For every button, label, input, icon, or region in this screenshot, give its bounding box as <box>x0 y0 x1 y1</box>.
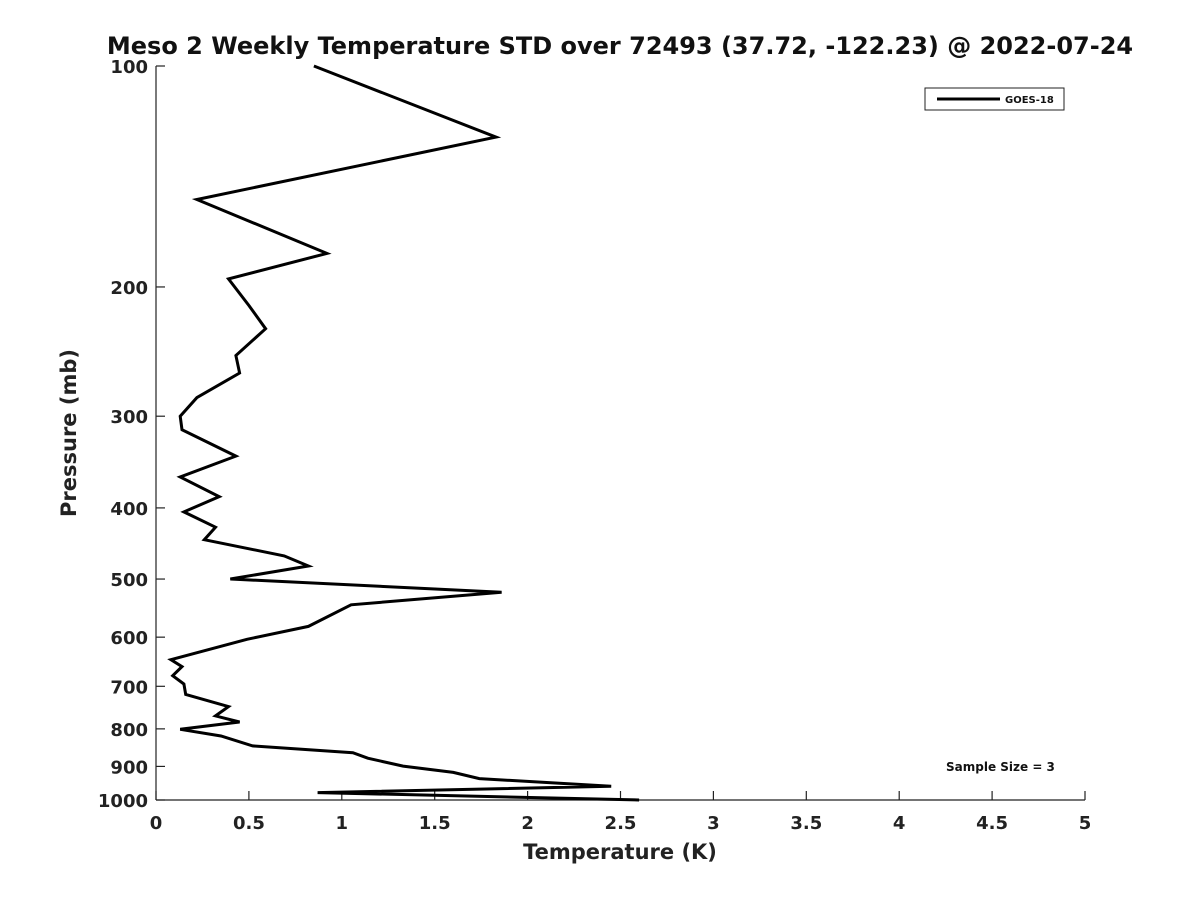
y-tick-label: 200 <box>110 278 148 299</box>
x-tick-label: 3.5 <box>790 813 822 834</box>
y-tick-label: 700 <box>110 677 148 698</box>
x-axis-title: Temperature (K) <box>523 840 717 864</box>
y-tick-label: 1000 <box>98 791 148 812</box>
y-axis-ticks: 100 200 300 400 500 600 700 800 900 1000 <box>98 57 165 812</box>
x-axis-ticks: 0 0.5 1 1.5 2 2.5 3 3.5 4 4.5 5 <box>150 791 1092 834</box>
y-tick-label: 500 <box>110 570 148 591</box>
y-tick-label: 100 <box>110 57 148 78</box>
sample-size-annotation: Sample Size = 3 <box>946 760 1055 774</box>
legend: GOES-18 <box>924 87 1065 111</box>
y-tick-label: 600 <box>110 628 148 649</box>
x-tick-label: 1.5 <box>419 813 451 834</box>
legend-label-goes-18: GOES-18 <box>1005 95 1054 106</box>
x-tick-label: 4.5 <box>976 813 1008 834</box>
x-tick-label: 0 <box>150 813 163 834</box>
y-tick-label: 400 <box>110 499 148 520</box>
y-tick-label: 900 <box>110 757 148 778</box>
y-tick-label: 800 <box>110 720 148 741</box>
x-tick-label: 2.5 <box>605 813 637 834</box>
x-tick-label: 4 <box>893 813 906 834</box>
series-line-goes-18 <box>167 64 640 802</box>
x-tick-label: 1 <box>336 813 349 834</box>
y-tick-label: 300 <box>110 407 148 428</box>
chart-title: Meso 2 Weekly Temperature STD over 72493… <box>107 32 1133 60</box>
y-axis-title: Pressure (mb) <box>57 349 81 517</box>
x-tick-label: 2 <box>521 813 534 834</box>
plot-frame <box>155 66 1085 801</box>
x-tick-label: 3 <box>707 813 720 834</box>
x-tick-label: 5 <box>1079 813 1092 834</box>
x-tick-label: 0.5 <box>233 813 265 834</box>
